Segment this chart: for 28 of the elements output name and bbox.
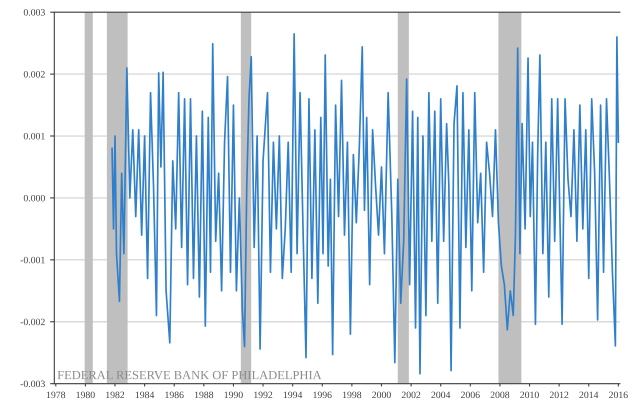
x-tick-label: 2002 [402, 392, 420, 398]
x-tick-label: 2006 [461, 392, 480, 398]
x-tick-label: 1994 [284, 392, 302, 398]
x-tick-label: 1986 [165, 392, 184, 398]
y-tick-label: 0.003 [24, 9, 45, 16]
y-tick-label: 0.002 [24, 71, 45, 78]
y-tick-label: -0.003 [20, 380, 45, 388]
x-tick-label: 1998 [343, 392, 362, 398]
x-tick-label: 1996 [313, 392, 332, 398]
x-tick-label: 2014 [579, 392, 598, 398]
x-tick-label: 2008 [490, 392, 510, 398]
y-tick-label: 0.000 [24, 194, 45, 202]
y-tick-label: -0.002 [20, 318, 45, 326]
x-tick-label: 2012 [550, 392, 568, 398]
x-tick-label: 2010 [520, 392, 539, 398]
y-tick-label: -0.001 [20, 256, 45, 264]
x-tick-label: 1978 [46, 392, 66, 398]
x-tick-label: 2000 [372, 392, 391, 398]
x-tick-label: 1982 [106, 392, 124, 398]
x-tick-label: 1992 [254, 392, 272, 398]
annotation: FEDERAL RESERVE BANK OF PHILADELPHIA [58, 370, 322, 380]
y-tick-label: 0.001 [24, 132, 45, 140]
x-tick-label: 2016 [609, 392, 628, 398]
x-tick-label: 1980 [76, 392, 95, 398]
x-tick-label: 1984 [136, 392, 154, 398]
x-tick-label: 1988 [194, 392, 214, 398]
x-tick-label: 2004 [431, 392, 450, 398]
x-tick-label: 1990 [224, 392, 243, 398]
